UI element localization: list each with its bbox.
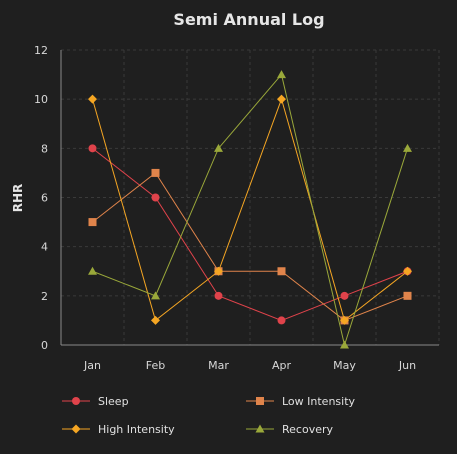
y-tick-label: 4 bbox=[41, 241, 48, 254]
legend-marker-sleep bbox=[72, 397, 80, 405]
legend-item-sleep: Sleep bbox=[62, 395, 129, 408]
legend-item-recovery: Recovery bbox=[246, 423, 333, 436]
chart-title: Semi Annual Log bbox=[173, 10, 324, 29]
y-axis-label: RHR bbox=[11, 184, 25, 213]
data-point-recovery bbox=[88, 266, 97, 275]
y-tick-label: 0 bbox=[41, 339, 48, 352]
data-point-sleep bbox=[88, 144, 97, 153]
legend-label-high-intensity: High Intensity bbox=[98, 423, 175, 436]
data-point-sleep bbox=[277, 316, 286, 325]
y-tick-label: 12 bbox=[34, 44, 48, 57]
series-line-sleep bbox=[92, 147, 408, 321]
data-point-low-intensity bbox=[88, 218, 97, 227]
x-tick-label: May bbox=[333, 359, 356, 372]
axes: 0 2 4 6 8 10 12 Jan Feb Mar Apr May Jun bbox=[34, 44, 439, 372]
series-layer bbox=[88, 70, 412, 349]
x-tick-label: Jun bbox=[398, 359, 416, 372]
x-tick-label: Mar bbox=[208, 359, 229, 372]
data-point-high-intensity bbox=[403, 266, 412, 276]
legend-item-low-intensity: Low Intensity bbox=[246, 395, 356, 408]
data-point-high-intensity bbox=[88, 94, 97, 104]
legend: Sleep Low Intensity High Intensity Recovery bbox=[62, 395, 356, 436]
y-tick-label: 2 bbox=[41, 290, 48, 303]
series-line-recovery bbox=[92, 73, 408, 347]
x-tick-label: Feb bbox=[146, 359, 165, 372]
x-tick-label: Jan bbox=[83, 359, 101, 372]
legend-marker-high-intensity bbox=[71, 424, 81, 434]
y-tick-label: 10 bbox=[34, 93, 48, 106]
data-point-high-intensity bbox=[277, 94, 286, 104]
y-tick-label: 6 bbox=[41, 192, 48, 205]
grid bbox=[60, 49, 440, 345]
x-tick-label: Apr bbox=[272, 359, 292, 372]
legend-label-low-intensity: Low Intensity bbox=[282, 395, 356, 408]
data-point-low-intensity bbox=[403, 291, 412, 300]
y-tick-label: 8 bbox=[41, 142, 48, 155]
legend-label-recovery: Recovery bbox=[282, 423, 333, 436]
data-point-high-intensity bbox=[340, 315, 349, 325]
data-point-sleep bbox=[214, 291, 223, 300]
data-point-high-intensity bbox=[214, 266, 223, 276]
series-recovery bbox=[88, 70, 412, 349]
data-point-recovery bbox=[277, 70, 286, 79]
data-point-low-intensity bbox=[277, 267, 286, 276]
legend-marker-recovery bbox=[255, 424, 265, 433]
data-point-recovery bbox=[340, 340, 349, 349]
data-point-high-intensity bbox=[151, 315, 160, 325]
legend-marker-low-intensity bbox=[256, 397, 264, 405]
data-point-sleep bbox=[151, 193, 160, 202]
series-line-low-intensity bbox=[92, 172, 408, 321]
data-point-recovery bbox=[151, 291, 160, 300]
legend-item-high-intensity: High Intensity bbox=[62, 423, 175, 436]
data-point-recovery bbox=[403, 143, 412, 152]
series-line-high-intensity bbox=[92, 97, 408, 322]
data-point-recovery bbox=[214, 143, 223, 152]
legend-label-sleep: Sleep bbox=[98, 395, 129, 408]
data-point-low-intensity bbox=[151, 168, 160, 177]
data-point-sleep bbox=[340, 291, 349, 300]
